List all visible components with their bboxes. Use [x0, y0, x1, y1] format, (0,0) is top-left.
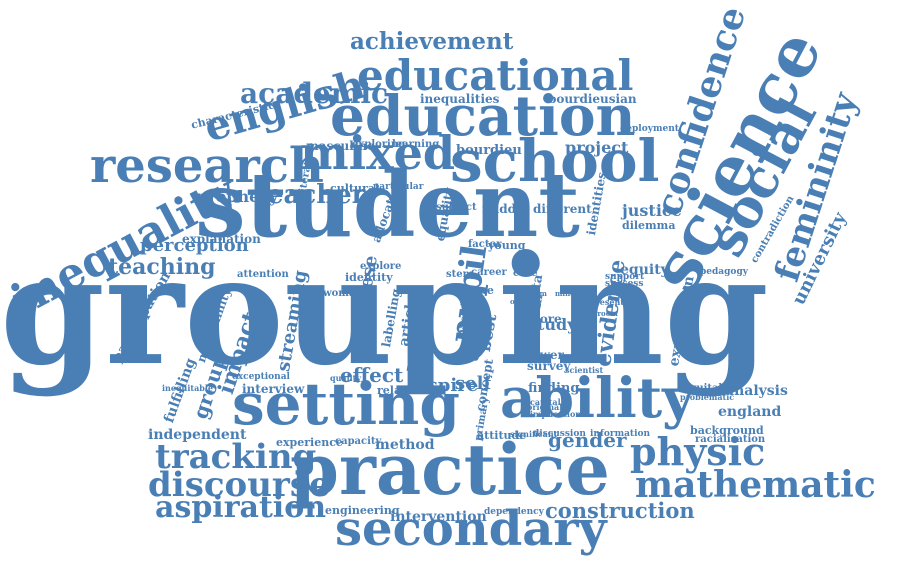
cloud-word-learning: learning [392, 139, 440, 150]
cloud-word-young: young [488, 239, 526, 252]
cloud-word-intervention: intervention [390, 509, 487, 525]
cloud-word-problematic: problematic [680, 392, 735, 402]
cloud-word-success: success [605, 279, 644, 289]
cloud-word-england: england [718, 404, 782, 420]
cloud-word-independent: independent [148, 427, 247, 443]
cloud-word-original-2: original [510, 297, 541, 306]
cloud-word-identity: identity [345, 271, 393, 284]
cloud-word-experience: experience [276, 436, 343, 449]
cloud-word-dependency: dependency [484, 507, 544, 517]
cloud-word-dilemma: dilemma [622, 219, 676, 232]
cloud-word-perception: perception [140, 235, 249, 256]
cloud-word-different: different [533, 202, 592, 216]
cloud-word-information: information [590, 429, 651, 439]
cloud-word-time: time [466, 284, 494, 297]
cloud-word-original: original [527, 402, 563, 412]
cloud-word-setting: setting [232, 370, 460, 438]
cloud-word-mindset: mindset [555, 289, 587, 298]
cloud-word-interview: interview [242, 382, 305, 396]
cloud-word-capital: capital [530, 397, 561, 407]
cloud-word-exploring: exploring [352, 139, 406, 150]
cloud-word-inequalities: inequalities [420, 92, 500, 106]
cloud-word-discourse: discourse [148, 465, 331, 505]
cloud-word-ability: ability [500, 365, 695, 430]
cloud-word-bourdieu: bourdieu [456, 143, 522, 158]
cloud-word-school: school [450, 127, 660, 195]
cloud-word-secondary: secondary [335, 501, 607, 557]
cloud-word-survey: survey [527, 359, 571, 373]
cloud-word-teaching: teaching [108, 254, 216, 280]
cloud-word-equitable: equitable [683, 383, 736, 394]
cloud-word-explanation: explanation [182, 232, 261, 246]
cloud-word-self: self [455, 373, 492, 394]
cloud-word-case: case [513, 268, 538, 279]
cloud-word-masculine: masculine [306, 139, 375, 153]
cloud-word-factor: factor [468, 239, 502, 250]
cloud-word-cultural: cultural [330, 182, 380, 195]
cloud-word-attitude: attitude [477, 429, 527, 442]
cloud-word-deployment: deployment [620, 124, 679, 134]
cloud-word-discussion: discussion [533, 429, 586, 439]
cloud-word-support: support [605, 272, 645, 282]
cloud-word-woman: woman [323, 288, 363, 299]
cloud-word-quality: quality [330, 373, 362, 383]
cloud-word-teacher: teacher [255, 180, 366, 210]
cloud-word-lower: lower [527, 348, 564, 362]
cloud-word-method: method [375, 437, 435, 453]
cloud-word-practice: practice [290, 428, 610, 511]
cloud-word-background: background [690, 424, 764, 437]
cloud-word-physic: physic [630, 429, 766, 474]
cloud-word-significant: significant [510, 429, 558, 439]
cloud-word-attention: attention [237, 269, 289, 280]
cloud-word-more: more [527, 312, 562, 326]
cloud-word-inequitable: inequitable [162, 383, 213, 393]
cloud-word-equity: equity [620, 262, 669, 278]
cloud-word-particular: particular [373, 182, 424, 192]
cloud-word-engineering: engineering [325, 504, 400, 517]
cloud-word-stem: stem [446, 269, 474, 280]
cloud-word-relation: relation [377, 384, 426, 397]
cloud-word-aspiration: aspiration [155, 490, 327, 525]
cloud-word-prophecy: prophecy [196, 187, 279, 206]
cloud-word-aspire: aspire [416, 375, 479, 396]
cloud-word-education: education [330, 83, 636, 148]
cloud-word-finding: finding [528, 381, 580, 396]
cloud-word-student: student [195, 152, 580, 258]
cloud-word-project: project [565, 138, 629, 157]
cloud-word-subject: subject [436, 202, 477, 213]
cloud-word-present: present [590, 297, 625, 307]
cloud-word-exceptional: exceptional [232, 372, 290, 382]
cloud-word-pedagogy: pedagogy [700, 267, 748, 277]
cloud-word-mixed: mixed [300, 126, 456, 180]
cloud-word-achievement: achievement [350, 28, 514, 55]
cloud-word-tracking: tracking [155, 437, 317, 477]
cloud-word-reform: reform [520, 289, 547, 298]
cloud-word-scientist: scientist [565, 365, 604, 375]
cloud-word-analysis: analysis [725, 383, 788, 399]
cloud-word-construction: construction [545, 498, 695, 523]
cloud-word-career: career [471, 267, 507, 278]
cloud-word-implication: implication [530, 409, 582, 419]
cloud-word-gender: gender [548, 428, 627, 452]
cloud-word-classroom: classroom [578, 309, 618, 318]
cloud-word-educational: educational [357, 51, 634, 100]
cloud-word-racialisation: racialisation [695, 434, 766, 445]
cloud-word-justice: justice [622, 201, 682, 220]
cloud-word-mathematic: mathematic [635, 464, 876, 506]
cloud-word-middle: middle [482, 202, 529, 216]
cloud-word-research: research [90, 138, 324, 194]
cloud-word-bourdieusian: bourdieusian [548, 92, 637, 106]
cloud-word-explore: explore [360, 261, 402, 272]
cloud-word-grouping: grouping [0, 223, 769, 399]
cloud-word-study: study [528, 315, 577, 334]
cloud-word-academic: academic [240, 77, 389, 110]
cloud-word-effect: effect [340, 363, 404, 387]
cloud-word-capacity: capacity [335, 436, 382, 447]
